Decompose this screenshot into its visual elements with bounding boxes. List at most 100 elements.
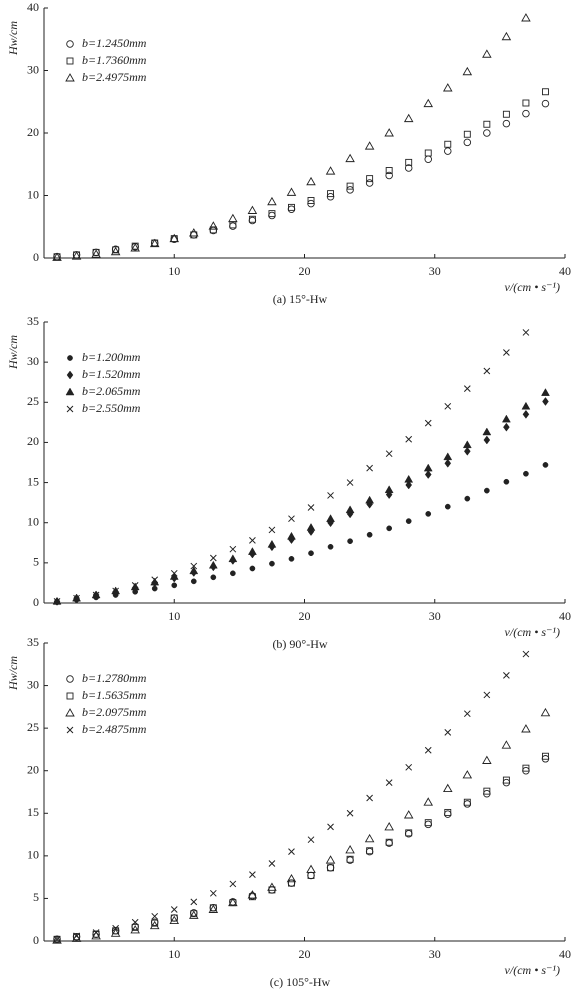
data-point [405, 829, 413, 837]
data-point [189, 566, 199, 575]
data-point [423, 463, 433, 472]
data-point [249, 537, 256, 544]
data-point [405, 518, 412, 524]
data-point [482, 49, 492, 58]
data-point [248, 215, 256, 223]
data-point [73, 594, 80, 602]
data-point [131, 923, 139, 931]
x-axis-label: v/(cm • s⁻¹) [505, 963, 560, 977]
data-point [210, 574, 217, 581]
data-point [170, 906, 178, 913]
data-point [501, 740, 512, 749]
data-point [306, 864, 316, 873]
data-point [306, 523, 316, 531]
y-tick-label: 10 [27, 187, 39, 201]
data-point [403, 810, 414, 819]
data-point [249, 871, 256, 878]
data-point [307, 197, 315, 204]
data-point [190, 898, 198, 906]
data-point [365, 179, 374, 187]
data-point [424, 155, 432, 163]
data-point [501, 414, 511, 423]
data-point [306, 176, 316, 186]
x-tick-label: 10 [168, 264, 180, 278]
legend-label: b=2.550mm [82, 401, 141, 415]
data-point [169, 915, 180, 925]
data-point [540, 707, 551, 717]
data-point [385, 838, 393, 846]
legend-marker [65, 73, 75, 82]
data-point [462, 440, 472, 449]
data-point [403, 113, 414, 123]
data-point [345, 153, 355, 163]
data-point [483, 120, 491, 128]
legend-marker [66, 675, 74, 683]
legend-marker [66, 692, 74, 700]
data-point [288, 203, 295, 211]
data-point [503, 672, 510, 679]
data-point [130, 925, 140, 934]
data-point [463, 800, 472, 808]
data-point [521, 401, 531, 410]
x-tick-label: 20 [299, 609, 311, 623]
data-point [92, 591, 100, 599]
data-point [541, 99, 550, 108]
data-point [267, 196, 277, 206]
x-tick-label: 10 [168, 947, 180, 961]
data-point [423, 98, 434, 108]
data-point [424, 746, 432, 754]
y-tick-label: 15 [27, 805, 39, 819]
x-tick-label: 40 [559, 947, 571, 961]
data-point [384, 485, 394, 494]
data-point [228, 554, 238, 563]
data-point [464, 495, 471, 502]
x-tick-label: 20 [299, 947, 311, 961]
legend-label: b=1.7360mm [82, 53, 147, 67]
data-point [483, 787, 491, 795]
x-tick-label: 30 [429, 947, 441, 961]
data-point [327, 190, 334, 198]
y-tick-label: 20 [27, 762, 39, 776]
data-point [229, 545, 237, 553]
data-point [443, 452, 453, 461]
data-point [286, 187, 297, 196]
data-point [91, 930, 101, 940]
data-point [346, 182, 354, 190]
data-point [425, 511, 432, 517]
data-point [405, 435, 413, 443]
data-point [229, 222, 237, 230]
y-tick-label: 15 [27, 474, 39, 488]
data-point [366, 175, 374, 183]
data-point [130, 582, 140, 591]
data-point [346, 479, 354, 486]
data-point [501, 31, 512, 41]
data-point [71, 251, 82, 260]
data-point [308, 550, 314, 557]
data-point [347, 538, 353, 545]
data-point [170, 569, 178, 577]
data-point [463, 385, 471, 392]
data-point [542, 88, 549, 96]
data-point [541, 388, 550, 396]
data-point [366, 847, 374, 855]
y-axis-label: Hw/cm [6, 21, 20, 56]
data-point [444, 503, 451, 510]
data-point [503, 349, 510, 356]
data-point [149, 238, 160, 248]
legend-label: b=1.2780mm [82, 671, 147, 685]
data-point [171, 582, 178, 589]
data-point [424, 149, 432, 157]
data-point [288, 515, 295, 523]
data-point [366, 464, 373, 472]
x-tick-label: 10 [168, 609, 180, 623]
data-point [503, 422, 510, 432]
data-point [326, 864, 335, 872]
data-point [327, 492, 334, 499]
caption: (a) 15°-Hw [273, 292, 328, 306]
legend-marker [65, 708, 75, 717]
data-point [130, 243, 140, 252]
data-point [442, 83, 453, 92]
y-tick-label: 25 [27, 394, 39, 408]
legend-label: b=2.0975mm [82, 705, 147, 719]
data-point [444, 140, 452, 148]
